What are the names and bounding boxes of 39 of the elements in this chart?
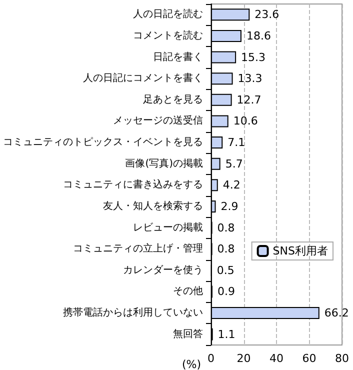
x-tick-label: 40 — [270, 352, 284, 365]
data-label: 1.1 — [218, 328, 236, 341]
y-tick-label: コミュニティに書き込みをする — [63, 178, 203, 191]
y-tick-label: 無回答 — [173, 328, 203, 340]
y-tick-label: 足あとを見る — [143, 94, 203, 106]
y-tick-label: 人の日記を読む — [133, 8, 203, 20]
y-tick-label: 人の日記にコメントを書く — [83, 72, 203, 84]
data-label: 0.9 — [217, 285, 235, 298]
y-tick-label: コミュニティの立上げ・管理 — [73, 242, 203, 255]
y-tick-label: カレンダーを使う — [123, 264, 203, 276]
y-tick-label: レビューの掲載 — [133, 221, 203, 234]
data-label: 10.6 — [233, 114, 258, 128]
y-tick-label: 携帯電話からは利用していない — [63, 306, 203, 319]
y-tick-label: コミュニティのトピックス・イベントを見る — [3, 137, 203, 148]
data-label: 5.7 — [225, 157, 243, 170]
x-tick-label: 20 — [236, 352, 251, 365]
data-label: 66.2 — [324, 306, 349, 320]
y-tick-label: その他 — [173, 285, 203, 298]
y-tick-label: 画像(写真)の掲載 — [125, 157, 203, 170]
data-label: 15.3 — [241, 50, 266, 64]
x-tick-label: 80 — [335, 352, 349, 365]
data-label: 0.8 — [217, 221, 235, 234]
y-tick-label: 友人・知人を検索する — [103, 200, 203, 212]
data-label: 7.1 — [228, 136, 246, 150]
data-label: 0.8 — [217, 242, 235, 256]
x-tick-label: 60 — [302, 352, 316, 365]
data-label: 4.2 — [222, 178, 240, 192]
data-label: 2.9 — [220, 200, 238, 213]
data-label: 23.6 — [254, 8, 280, 22]
x-tick-label: 0 — [208, 352, 214, 365]
y-tick-label: コメントを読む — [133, 29, 203, 42]
legend-label: SNS利用者 — [272, 244, 328, 258]
data-label: 0.5 — [216, 264, 234, 277]
data-label: 13.3 — [238, 72, 262, 86]
data-label: 18.6 — [246, 29, 271, 42]
y-tick-label: メッセージの送受信 — [113, 114, 203, 127]
y-tick-label: 日記を書く — [153, 50, 203, 63]
x-axis-title: (%) — [182, 358, 201, 370]
data-label: 12.7 — [236, 93, 262, 106]
